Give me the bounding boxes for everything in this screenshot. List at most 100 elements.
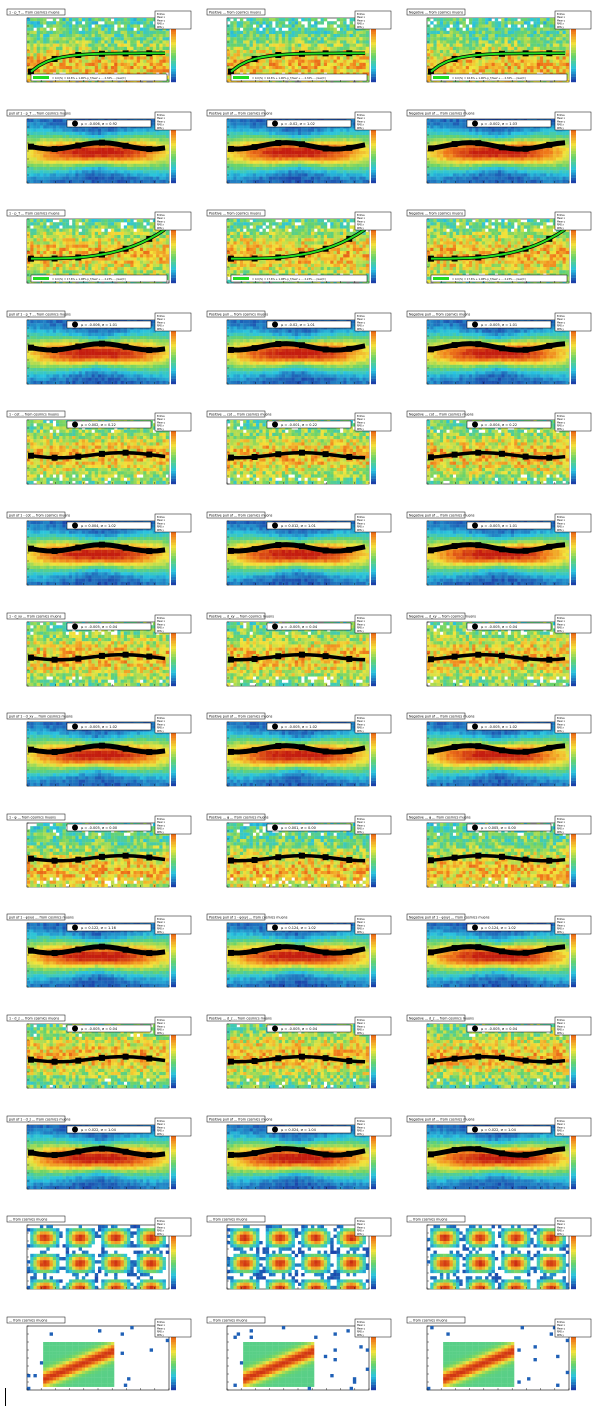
heatmap-cell bbox=[517, 59, 521, 63]
heatmap-cell bbox=[356, 153, 360, 158]
heatmap-cell bbox=[275, 56, 279, 60]
heatmap-cell bbox=[265, 46, 270, 51]
heatmap-cell bbox=[281, 21, 286, 25]
heatmap-cell bbox=[365, 66, 370, 70]
heatmap-cell bbox=[278, 176, 283, 180]
heatmap-cell bbox=[104, 30, 108, 35]
heatmap-cell bbox=[227, 163, 231, 167]
heatmap-cell bbox=[359, 166, 363, 170]
heatmap-cell bbox=[527, 24, 531, 28]
heatmap-cell bbox=[449, 156, 453, 161]
heatmap-cell bbox=[472, 46, 476, 51]
heatmap-cell bbox=[249, 134, 253, 138]
heatmap-cell bbox=[130, 172, 134, 177]
heatmap-cell bbox=[314, 27, 318, 31]
heatmap-cell bbox=[501, 66, 505, 70]
heatmap-cell bbox=[117, 24, 121, 28]
heatmap-cell bbox=[98, 56, 102, 60]
heatmap-cell bbox=[65, 66, 70, 70]
heatmap-cell bbox=[443, 21, 447, 25]
heatmap-cell bbox=[346, 172, 350, 177]
heatmap-cell bbox=[504, 50, 508, 54]
heatmap-cell bbox=[533, 59, 537, 63]
heatmap-cell bbox=[320, 27, 324, 31]
heatmap-cell bbox=[427, 128, 431, 132]
heatmap-cell bbox=[565, 75, 570, 79]
heatmap-cell bbox=[52, 30, 57, 35]
heatmap-cell bbox=[227, 43, 231, 47]
heatmap-cell bbox=[159, 69, 163, 73]
heatmap-cell bbox=[68, 160, 73, 164]
heatmap-cell bbox=[430, 59, 434, 63]
heatmap-cell bbox=[65, 24, 70, 28]
heatmap-cell bbox=[517, 34, 521, 38]
heatmap-cell bbox=[304, 150, 308, 154]
heatmap-cell bbox=[485, 21, 489, 25]
heatmap-cell bbox=[565, 27, 570, 31]
heatmap-cell bbox=[78, 24, 83, 28]
heatmap-cell bbox=[30, 156, 34, 161]
heatmap-cell bbox=[114, 131, 118, 135]
heatmap-cell bbox=[556, 56, 560, 60]
heatmap-cell bbox=[333, 160, 337, 164]
heatmap-cell bbox=[227, 59, 231, 63]
heatmap-cell bbox=[143, 69, 147, 73]
heatmap-cell bbox=[288, 150, 292, 154]
heatmap-cell bbox=[365, 78, 370, 83]
heatmap-cell bbox=[246, 46, 250, 51]
heatmap-cell bbox=[349, 166, 354, 170]
heatmap-cell bbox=[436, 121, 441, 126]
heatmap-cell bbox=[472, 131, 476, 135]
heatmap-cell bbox=[123, 21, 128, 25]
heatmap-cell bbox=[139, 56, 144, 60]
heatmap-cell bbox=[68, 134, 73, 138]
heatmap-cell bbox=[446, 124, 450, 129]
heatmap-cell bbox=[91, 153, 95, 158]
heatmap-cell bbox=[330, 176, 334, 180]
color-scale-step bbox=[371, 137, 376, 141]
heatmap-cell bbox=[107, 37, 112, 41]
heatmap-cell bbox=[101, 128, 105, 132]
heatmap-cell bbox=[339, 156, 344, 161]
heatmap-cell bbox=[436, 50, 441, 54]
heatmap-cell bbox=[336, 163, 341, 167]
heatmap-cell bbox=[285, 147, 289, 151]
heatmap-cell bbox=[352, 147, 357, 151]
heatmap-cell bbox=[552, 37, 557, 41]
heatmap-cell bbox=[62, 121, 66, 126]
heatmap-cell bbox=[101, 24, 105, 28]
heatmap-cell bbox=[433, 69, 437, 73]
heatmap-cell bbox=[475, 172, 479, 177]
heatmap-cell bbox=[233, 172, 237, 177]
heatmap-cell bbox=[430, 66, 434, 70]
heatmap-cell bbox=[133, 160, 137, 164]
heatmap-cell bbox=[236, 169, 241, 174]
heatmap-cell bbox=[162, 169, 166, 174]
heatmap-cell bbox=[278, 59, 283, 63]
heatmap-cell bbox=[75, 169, 79, 174]
heatmap-cell bbox=[443, 172, 447, 177]
heatmap-cell bbox=[98, 27, 102, 31]
heatmap-cell bbox=[98, 147, 102, 151]
heatmap-cell bbox=[456, 172, 460, 177]
heatmap-cell bbox=[156, 66, 160, 70]
heatmap-cell bbox=[159, 59, 163, 63]
heatmap-cell bbox=[256, 66, 260, 70]
heatmap-cell bbox=[146, 150, 150, 154]
heatmap-cell bbox=[333, 131, 337, 135]
heatmap-cell bbox=[149, 43, 154, 47]
heatmap-cell bbox=[72, 69, 76, 73]
heatmap-cell bbox=[236, 121, 241, 126]
heatmap-cell bbox=[288, 137, 292, 142]
heatmap-cell bbox=[88, 150, 92, 154]
heatmap-cell bbox=[33, 179, 37, 183]
heatmap-cell bbox=[165, 75, 170, 79]
heatmap-cell bbox=[359, 140, 363, 145]
heatmap-cell bbox=[330, 166, 334, 170]
heatmap-cell bbox=[514, 62, 518, 67]
heatmap-cell bbox=[120, 62, 124, 67]
heatmap-cell bbox=[352, 46, 357, 51]
heatmap-cell bbox=[559, 27, 563, 31]
heatmap-cell bbox=[143, 40, 147, 44]
heatmap-cell bbox=[330, 37, 334, 41]
